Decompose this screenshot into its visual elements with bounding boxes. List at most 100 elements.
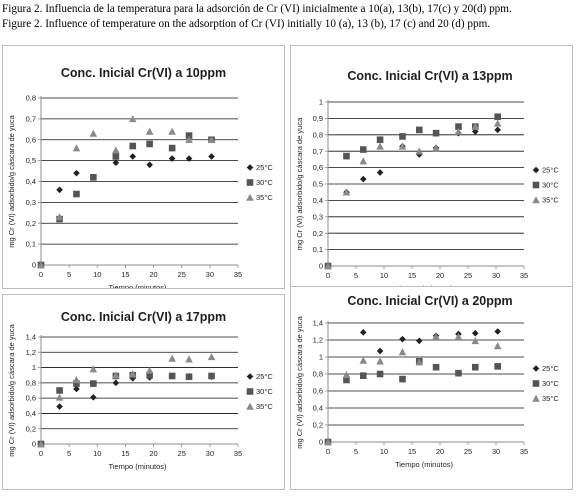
y-tick-label: 0,2 [26,424,36,433]
data-point-30-c [455,369,462,377]
legend-marker-35-c [246,193,254,201]
data-point-25-c [112,379,120,387]
data-point-35-c [432,332,440,340]
data-point-30-c [432,129,440,137]
legend-label-35-c: 35°C [542,394,559,403]
data-point-30-c [359,372,367,379]
data-point-30-c [112,153,120,160]
data-point-35-c [145,127,154,135]
legend-marker-35-c [532,394,540,402]
data-point-35-c [493,342,502,350]
x-tick-label: 0 [326,447,330,456]
x-tick-label: 20 [436,447,444,456]
y-tick-label: 1,4 [26,333,36,342]
y-tick-label: 0,4 [313,404,323,413]
legend-marker-25-c [532,365,540,372]
y-tick-label: 0,4 [26,177,36,186]
y-tick-label: 0,3 [313,212,323,221]
data-point-30-c [432,363,440,371]
data-point-30-c [146,371,153,379]
legend-marker-25-c [532,166,540,174]
x-tick-label: 0 [39,449,43,458]
x-tick-label: 25 [464,447,472,456]
data-point-35-c [415,358,424,366]
x-tick-label: 20 [149,449,157,458]
y-tick-label: 0,1 [26,240,36,249]
x-tick-label: 5 [354,447,358,456]
x-tick-label: 20 [436,271,444,280]
legend-label-30-c: 30°C [256,387,273,396]
chart-svg: Conc. Inicial Cr(VI) a 17ppm 0 0,2 0,4 0,6 0,… [7,310,273,471]
x-tick-label: 15 [408,271,416,280]
chart-panel-13ppm: Conc. Inicial Cr(VI) a 13ppm 0 0,1 0,2 0,3 0,… [290,45,573,289]
data-point-35-c [207,353,216,361]
legend-marker-30-c [246,388,254,395]
legend-label-25-c: 25°C [256,163,273,172]
x-tick-label: 10 [93,270,101,279]
legend-label-25-c: 25°C [256,372,273,381]
y-tick-label: 0,6 [26,394,36,403]
y-tick-label: 1 [319,98,323,107]
data-point-25-c [208,153,215,160]
legend-marker-30-c [532,380,540,387]
data-point-30-c [185,373,193,381]
x-tick-label: 5 [67,449,71,458]
data-point-35-c [471,337,480,345]
legend-label-30-c: 30°C [542,379,559,388]
chart-panel-20ppm: Conc. Inicial Cr(VI) a 20ppm 0 0,2 0,4 0,6 0,… [290,286,573,490]
legend-marker-30-c [532,181,540,189]
data-point-30-c [376,370,384,378]
legend-marker-35-c [246,402,254,410]
legend-label-30-c: 30°C [256,178,273,187]
data-point-25-c [471,128,479,135]
data-point-25-c [112,159,120,167]
data-point-25-c [376,347,384,355]
data-point-30-c [455,123,462,130]
x-tick-label: 30 [206,270,214,279]
data-point-35-c [376,357,384,365]
chart-title: Conc. Inicial Cr(VI) a 17ppm [61,310,226,324]
data-point-35-c [342,188,351,196]
x-tick-label: 5 [354,271,358,280]
chart-svg: Conc. Inicial Cr(VI) a 10ppm 0 0,1 0,2 0,3 0,… [7,66,273,288]
data-point-35-c [112,371,120,379]
data-point-30-c [471,363,479,371]
y-tick-label: 0 [319,438,323,447]
data-point-35-c [55,393,64,401]
y-tick-label: 0 [32,261,36,270]
y-tick-label: 0,2 [313,421,323,430]
x-tick-label: 35 [234,270,242,279]
chart-title: Conc. Inicial Cr(VI) a 20ppm [347,294,512,308]
x-tick-label: 15 [121,270,129,279]
y-axis-label: mg Cr (VI) adsorbido/g cáscara de yuca [295,315,304,448]
x-tick-label: 5 [67,270,71,279]
x-tick-label: 35 [520,447,528,456]
data-point-25-c [359,329,367,336]
y-tick-label: 0,4 [26,409,36,418]
data-point-35-c [342,371,351,379]
data-point-35-c [168,354,176,362]
legend-marker-25-c [246,373,254,380]
data-point-30-c [146,140,153,148]
data-point-30-c [90,174,97,181]
y-axis-label: mg Cr (VI) adsorbido/g cáscara de yuca [295,117,304,250]
y-tick-label: 0,5 [313,180,323,189]
x-axis-label: Tiempo (minutos) [108,283,167,288]
data-point-35-c [493,119,502,127]
data-point-30-c [90,380,97,387]
data-point-30-c [359,146,367,153]
legend-label-35-c: 35°C [256,193,273,202]
data-point-35-c [415,147,424,155]
data-point-30-c [376,136,384,144]
data-point-35-c [185,135,193,144]
y-axis-label: mg Cr (VI) adsorbido/g cáscara de yuca [7,114,16,247]
legend-label-35-c: 35°C [256,402,273,411]
data-point-30-c [168,144,176,152]
x-tick-label: 10 [93,449,101,458]
x-tick-label: 30 [492,447,500,456]
data-point-35-c [398,142,407,150]
data-point-25-c [494,328,501,335]
data-point-35-c [207,135,216,144]
chart-svg: Conc. Inicial Cr(VI) a 13ppm 0 0,1 0,2 0,3 0,… [295,69,559,288]
x-tick-label: 25 [464,271,472,280]
